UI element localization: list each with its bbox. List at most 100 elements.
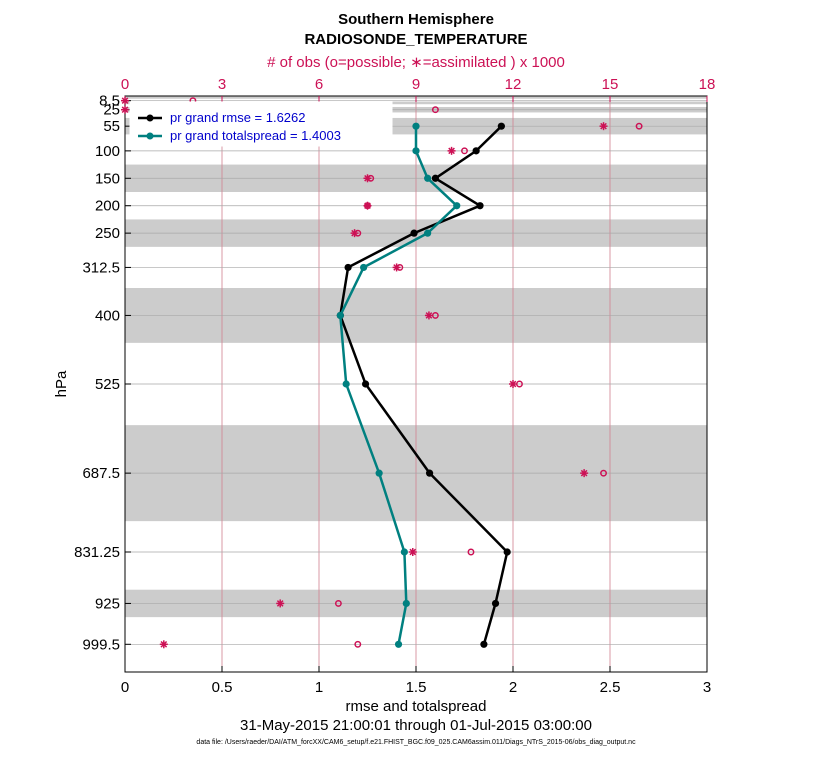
obs-assimilated-point-4 <box>363 174 372 183</box>
top-tick-label-2: 6 <box>315 76 323 93</box>
top-tick-label-4: 12 <box>505 76 522 93</box>
legend-box <box>129 101 393 147</box>
x-tick-label-0: 0 <box>121 679 129 696</box>
y-tick-label-0: 8.5 <box>99 93 120 110</box>
legend-marker-rmse <box>146 114 154 122</box>
asterisk-stroke-d2 <box>121 97 129 104</box>
obs-assimilated-point-9 <box>509 380 517 388</box>
obs-possible-point-13 <box>354 640 362 648</box>
series-0-point-11 <box>480 640 488 648</box>
obs-assimilated-point-13 <box>159 640 168 649</box>
series-0-point-1 <box>472 147 480 155</box>
asterisk-stroke-d2 <box>448 147 455 155</box>
asterisk-stroke-d2 <box>600 122 607 130</box>
series-1-point-9 <box>400 548 408 556</box>
obs-assimilated-point-0 <box>121 96 129 105</box>
y-tick-label-1: 25 <box>103 102 120 119</box>
y-tick-label-13: 999.5 <box>82 636 120 653</box>
obs-possible-point-1 <box>431 106 439 114</box>
top-tick-label-1: 3 <box>218 76 226 93</box>
x-tick-label-1: 0.5 <box>212 679 233 696</box>
chart-subtitle: RADIOSONDE_TEMPERATURE <box>304 31 527 48</box>
asterisk-stroke-d2 <box>351 229 358 237</box>
obs-possible-point-12 <box>334 599 342 607</box>
obs-assimilated-point-1 <box>121 105 129 114</box>
y-tick-label-4: 150 <box>95 170 120 187</box>
date-range: 31-May-2015 21:00:01 through 01-Jul-2015… <box>240 717 592 734</box>
x-tick-label-4: 2 <box>509 679 517 696</box>
obs-possible-point-10 <box>600 469 607 477</box>
y-tick-label-8: 400 <box>95 307 120 324</box>
top-tick-label-5: 15 <box>602 76 619 93</box>
y-tick-label-10: 687.5 <box>82 465 120 482</box>
series-1-point-5 <box>360 263 368 272</box>
series-1-point-6 <box>336 311 344 320</box>
obs-assimilated-point-10 <box>580 469 589 478</box>
series-1-point-8 <box>375 469 383 477</box>
obs-possible-point-11 <box>467 548 475 556</box>
asterisk-stroke-d2 <box>121 106 129 114</box>
y-tick-label-12: 925 <box>95 595 120 612</box>
obs-markers <box>121 96 643 649</box>
x-tick-label-5: 2.5 <box>600 679 621 696</box>
top-tick-label-3: 9 <box>412 76 420 93</box>
obs-possible-point-2 <box>635 122 643 130</box>
top-axis-label: # of obs (o=possible; ∗=assimilated ) x … <box>267 54 565 71</box>
legend-label-rmse: pr grand rmse = 1.6262 <box>170 110 306 125</box>
series-0-point-7 <box>361 380 370 388</box>
asterisk-stroke-d2 <box>276 600 284 607</box>
chart-title: Southern Hemisphere <box>338 11 494 28</box>
series-0-point-2 <box>431 174 439 182</box>
obs-assimilated-point-3 <box>447 146 456 155</box>
top-tick-label-0: 0 <box>121 76 129 93</box>
series-0-point-0 <box>497 122 505 130</box>
series-line-1 <box>339 126 458 645</box>
series-1-point-10 <box>402 599 410 608</box>
asterisk-stroke-d2 <box>580 469 588 477</box>
y-tick-label-5: 200 <box>95 198 120 215</box>
obs-assimilated-point-5 <box>363 201 372 210</box>
series-lines <box>336 122 511 648</box>
series-1-point-3 <box>453 202 461 210</box>
asterisk-stroke-d2 <box>364 174 371 182</box>
top-tick-label-6: 18 <box>699 76 716 93</box>
asterisk-stroke-d2 <box>393 264 400 271</box>
obs-assimilated-point-7 <box>392 263 401 272</box>
series-0-point-10 <box>491 599 500 608</box>
y-tick-label-11: 831.25 <box>74 544 120 561</box>
series-1-point-4 <box>424 229 432 237</box>
series-0-point-3 <box>476 202 484 210</box>
asterisk-stroke-d2 <box>364 202 371 210</box>
y-tick-label-6: 250 <box>95 225 120 242</box>
asterisk-stroke-d2 <box>425 312 433 319</box>
y-tick-label-2: 55 <box>103 118 120 135</box>
x-tick-label-3: 1.5 <box>406 679 427 696</box>
x-tick-label-6: 3 <box>703 679 711 696</box>
obs-assimilated-point-11 <box>408 548 417 556</box>
x-tick-label-2: 1 <box>315 679 323 696</box>
x-axis-label: rmse and totalspread <box>346 698 487 715</box>
series-1-point-11 <box>394 640 403 648</box>
y-tick-label-9: 525 <box>95 376 120 393</box>
asterisk-stroke-d2 <box>160 640 168 648</box>
series-1-point-0 <box>412 122 420 130</box>
series-0-point-9 <box>503 548 511 556</box>
asterisk-stroke-d2 <box>509 380 517 388</box>
obs-assimilated-point-6 <box>350 229 359 238</box>
obs-assimilated-point-2 <box>599 122 608 131</box>
series-0-point-4 <box>410 229 418 237</box>
y-axis-label: hPa <box>53 370 70 397</box>
asterisk-stroke-d2 <box>409 548 417 556</box>
y-tick-label-7: 312.5 <box>82 259 120 276</box>
legend-label-spread: pr grand totalspread = 1.4003 <box>170 128 341 143</box>
series-0-point-8 <box>425 469 434 477</box>
series-0-point-5 <box>344 263 352 272</box>
legend-marker-spread <box>146 132 154 140</box>
series-1-point-1 <box>412 147 420 155</box>
obs-assimilated-point-12 <box>276 599 285 608</box>
y-tick-label-3: 100 <box>95 143 120 160</box>
obs-possible-point-3 <box>461 147 468 155</box>
legend: pr grand rmse = 1.6262 pr grand totalspr… <box>129 101 393 147</box>
